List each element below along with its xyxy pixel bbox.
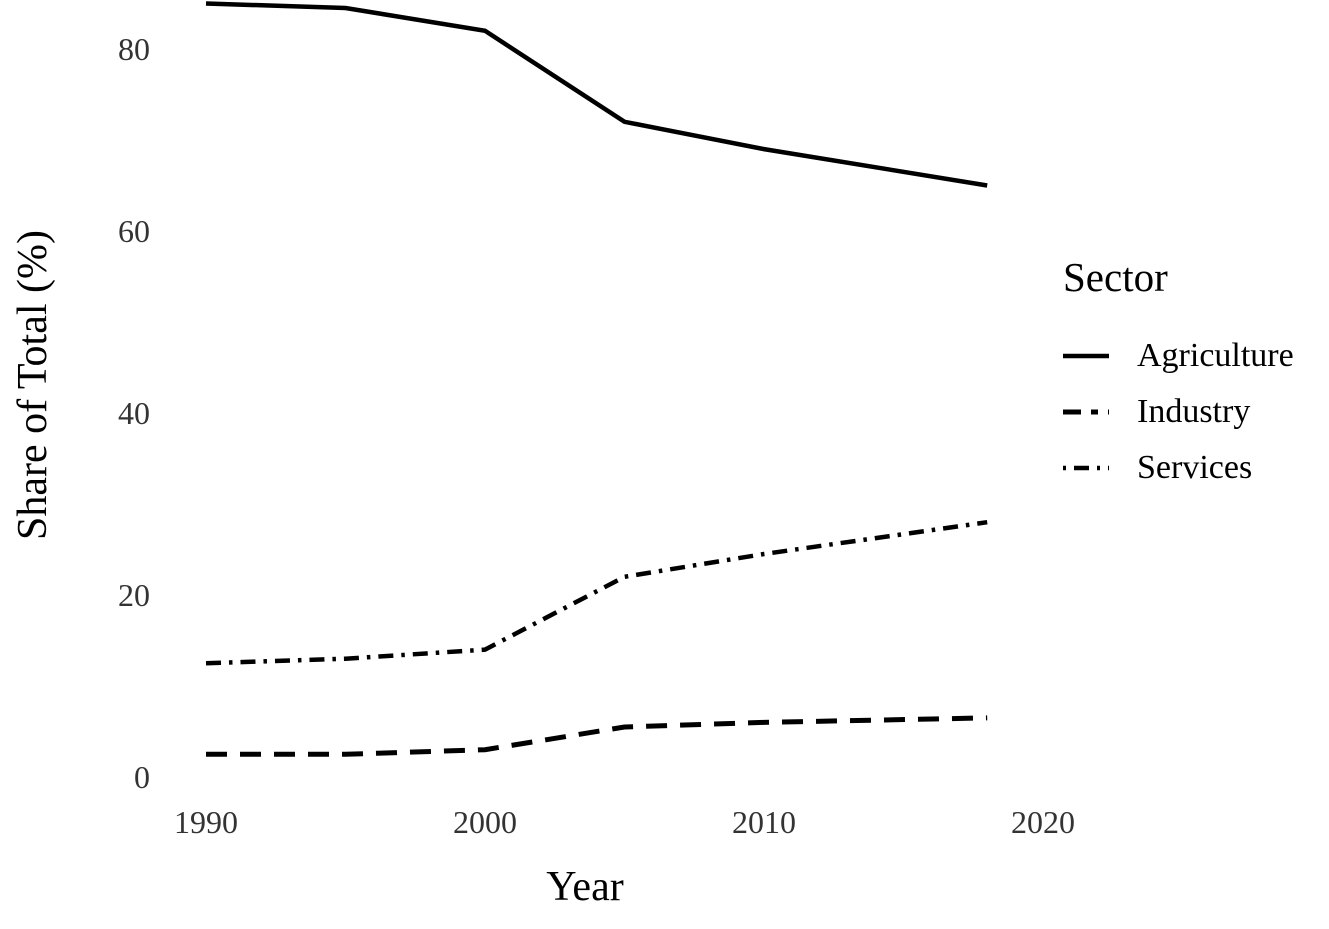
legend-key-line-industry [1063,409,1109,415]
x-tick-label-2010: 2010 [732,804,796,840]
legend-label-services: Services [1137,449,1253,486]
legend-item-industry: Industry [1063,384,1294,440]
legend-label-industry: Industry [1137,393,1251,430]
y-tick-label-60: 60 [118,213,150,249]
legend-label-agriculture: Agriculture [1137,337,1294,374]
series-line-industry [206,715,988,757]
y-tick-label-20: 20 [118,577,150,613]
legend-key-line-services [1063,465,1109,471]
series-line-services [205,519,988,666]
y-tick-label-0: 0 [134,759,150,795]
legend-item-agriculture: Agriculture [1063,328,1294,384]
x-tick-label-2000: 2000 [453,804,517,840]
legend: Sector Agriculture Industry Services [1063,252,1294,496]
legend-key-line-agriculture [1063,353,1109,359]
legend-item-services: Services [1063,440,1294,496]
series-line-agriculture [205,1,988,188]
x-axis-title: Year [546,864,624,910]
x-tick-label-2020: 2020 [1011,804,1075,840]
y-tick-label-80: 80 [118,31,150,67]
legend-title: Sector [1063,254,1168,300]
x-tick-label-1990: 1990 [174,804,238,840]
y-axis-title: Share of Total (%) [10,229,56,541]
legend-items: Agriculture Industry Services [1063,328,1294,496]
y-tick-label-40: 40 [118,395,150,431]
